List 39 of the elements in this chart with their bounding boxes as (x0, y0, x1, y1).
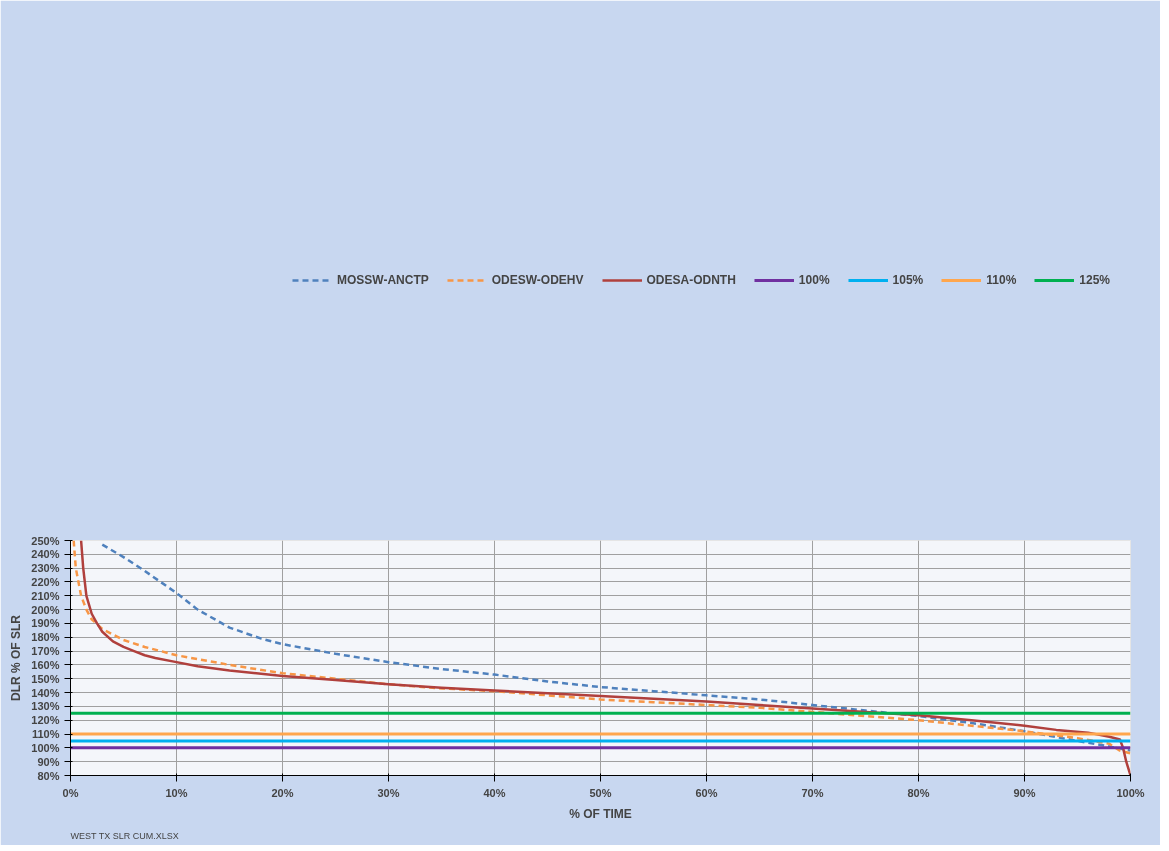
x-tick-label: 90% (1013, 786, 1036, 799)
x-tick-label: 100% (1116, 786, 1145, 799)
x-axis-title: % OF TIME (569, 806, 632, 821)
y-tick-label: 200% (31, 603, 60, 616)
y-tick-label: 170% (31, 645, 60, 658)
legend-label: 125% (1079, 273, 1110, 287)
y-tick-label: 220% (31, 575, 60, 588)
y-tick-label: 90% (37, 755, 60, 768)
y-tick-label: 130% (31, 700, 60, 713)
y-tick-label: 150% (31, 672, 60, 685)
y-tick-label: 120% (31, 714, 60, 727)
y-tick-label: 100% (31, 741, 60, 754)
y-tick-label: 80% (37, 769, 60, 782)
x-tick-label: 40% (483, 786, 506, 799)
legend-label: 110% (986, 273, 1017, 287)
x-tick-label: 70% (801, 786, 824, 799)
y-tick-label: 240% (31, 548, 60, 561)
x-tick-label: 50% (589, 786, 612, 799)
y-tick-label: 210% (31, 589, 60, 602)
x-tick-label: 80% (907, 786, 930, 799)
legend-label: 105% (892, 273, 924, 287)
legend-label: ODESW-ODEHV (491, 273, 584, 287)
y-tick-label: 190% (31, 617, 60, 630)
y-tick-label: 180% (31, 631, 60, 644)
x-tick-label: 0% (62, 786, 79, 799)
y-tick-label: 110% (31, 728, 60, 741)
legend-label: 100% (798, 273, 830, 287)
x-tick-label: 20% (271, 786, 294, 799)
y-tick-label: 230% (31, 562, 60, 575)
y-tick-label: 250% (31, 534, 60, 547)
legend-label: MOSSW-ANCTP (336, 273, 429, 287)
x-tick-label: 60% (695, 786, 718, 799)
text: WEST TX SLR CUM.XLSX (70, 830, 179, 841)
legend-label: ODESA-ODNTH (646, 273, 736, 287)
y-axis-title: DLR % OF SLR (9, 614, 24, 701)
x-tick-label: 30% (377, 786, 400, 799)
y-tick-label: 140% (31, 686, 60, 699)
y-tick-label: 160% (31, 658, 60, 671)
x-tick-label: 10% (165, 786, 188, 799)
